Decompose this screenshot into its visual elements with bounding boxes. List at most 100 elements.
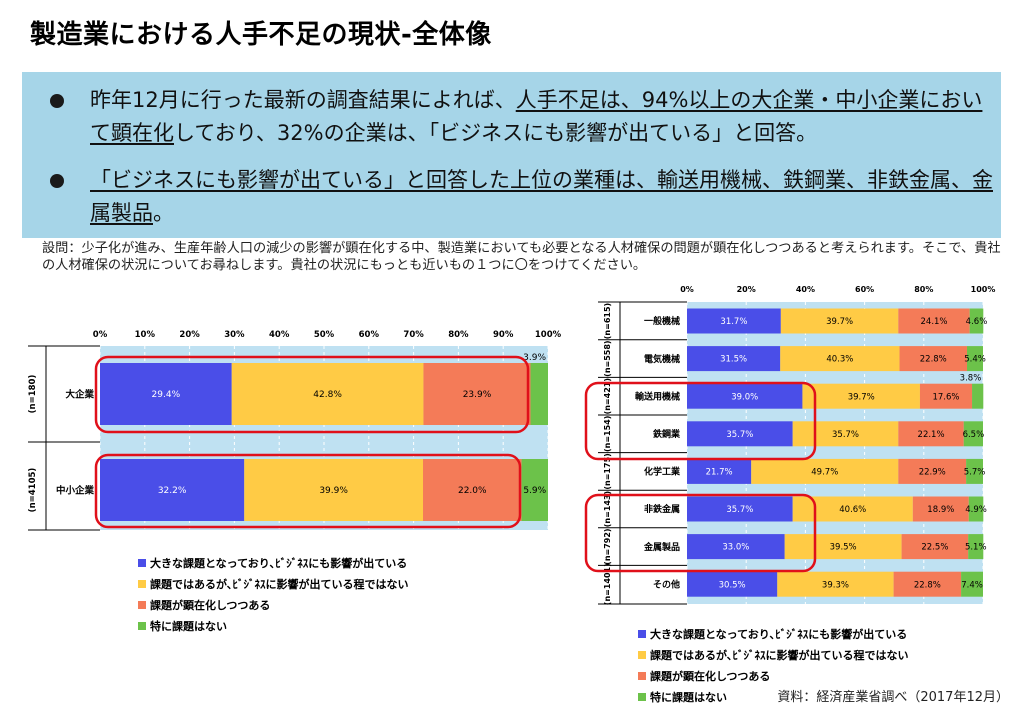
sample-size-label: (n=792) <box>603 528 612 564</box>
sample-size-label: (n=175) <box>603 453 612 489</box>
bar-segment <box>423 459 522 521</box>
x-tick-label: 20% <box>737 285 756 294</box>
data-label: 35.7% <box>832 430 859 440</box>
bar-segment <box>687 458 752 484</box>
data-label: 39.0% <box>731 392 758 402</box>
category-label: 金属製品 <box>643 541 680 553</box>
bar-segment <box>687 534 785 560</box>
bar-segment <box>521 459 548 521</box>
category-label: 一般機械 <box>644 315 680 327</box>
bullet-2-tail: 。 <box>153 201 174 225</box>
sample-size-label: (n=4105) <box>28 468 38 513</box>
data-label: 7.4% <box>961 580 983 590</box>
bar-segment <box>961 571 983 597</box>
category-label: 輸送用機械 <box>635 390 680 402</box>
data-label: 31.7% <box>720 317 747 327</box>
data-label: 49.7% <box>811 467 838 477</box>
legend-label: 特に課題はない <box>650 690 727 704</box>
highlight-box <box>584 493 817 573</box>
data-label: 42.8% <box>313 390 342 400</box>
data-label: 5.4% <box>964 355 986 365</box>
legend-swatch <box>638 672 646 680</box>
bar-segment <box>244 459 424 521</box>
legend-swatch <box>138 601 146 609</box>
legend-label: 課題が顕在化しつつある <box>150 598 270 612</box>
sample-size-label: (n=421) <box>603 378 612 414</box>
category-label: 非鉄金属 <box>644 503 680 515</box>
bar-segment <box>687 308 781 334</box>
data-label: 6.5% <box>963 430 985 440</box>
bar-segment <box>898 458 967 484</box>
bar-segment <box>899 346 968 372</box>
data-label: 22.1% <box>918 430 945 440</box>
bullet-icon <box>50 94 64 108</box>
highlight-box <box>584 381 817 461</box>
bar-segment <box>784 534 902 560</box>
x-tick-label: 60% <box>359 330 380 340</box>
data-label: 5.1% <box>965 543 987 553</box>
x-tick-label: 40% <box>269 330 290 340</box>
x-tick-label: 20% <box>179 330 200 340</box>
x-tick-label: 0% <box>680 285 694 294</box>
bullet-2-underlined: 「ビジネスにも影響が出ている」と回答した上位の業種は、輸送用機械、鉄鋼業、非鉄金… <box>90 168 993 225</box>
highlight-box <box>94 453 522 529</box>
sample-size-label: (n=154) <box>603 416 612 452</box>
data-label: 22.5% <box>921 543 948 553</box>
legend-label: 課題ではあるが､ﾋﾞｼﾞﾈｽに影響が出ている程ではない <box>650 648 909 662</box>
data-label: 4.9% <box>965 505 987 515</box>
x-tick-label: 80% <box>914 285 933 294</box>
sample-size-label: (n=180) <box>28 375 38 414</box>
bar-segment <box>687 421 793 447</box>
x-tick-label: 10% <box>135 330 156 340</box>
data-label: 39.9% <box>319 486 348 496</box>
bar-segment <box>777 571 894 597</box>
bar-segment <box>898 421 964 447</box>
bar-segment <box>780 346 900 372</box>
legend-swatch <box>638 693 646 701</box>
data-label: 22.9% <box>919 467 946 477</box>
summary-box: 昨年12月に行った最新の調査結果によれば、人手不足は、94%以上の大企業・中小企… <box>22 72 1001 238</box>
data-label: 40.3% <box>826 355 853 365</box>
category-label: 中小企業 <box>56 484 95 496</box>
legend-swatch <box>638 651 646 659</box>
sample-size-label: (n=1401) <box>603 563 612 605</box>
data-label: 5.7% <box>964 467 986 477</box>
bar-segment <box>802 383 920 409</box>
data-label: 31.5% <box>720 355 747 365</box>
bar-segment <box>751 458 899 484</box>
x-tick-label: 30% <box>224 330 245 340</box>
data-label: 22.0% <box>458 486 487 496</box>
bar-segment <box>893 571 962 597</box>
data-label: 39.3% <box>822 580 849 590</box>
highlight-box <box>94 355 530 434</box>
data-label: 29.4% <box>152 390 181 400</box>
bar-segment <box>792 421 899 447</box>
x-tick-label: 60% <box>855 285 874 294</box>
bar-segment <box>966 458 983 484</box>
category-label: 大企業 <box>65 388 94 400</box>
data-label: 35.7% <box>726 505 753 515</box>
bar-segment <box>687 346 781 372</box>
sample-size-label: (n=143) <box>603 491 612 527</box>
data-label: 17.6% <box>932 392 959 402</box>
bar-segment <box>423 363 531 425</box>
bar-segment <box>901 534 969 560</box>
bar-segment <box>912 496 969 522</box>
bullet-icon <box>50 174 64 188</box>
x-tick-label: 0% <box>93 330 108 340</box>
bullet-1-tail: しており、32%の企業は、「ビジネスにも影響が出ている」と回答。 <box>174 121 818 145</box>
x-tick-label: 80% <box>448 330 469 340</box>
bar-segment <box>687 383 803 409</box>
bullet-1-text: 昨年12月に行った最新の調査結果によれば、 <box>90 88 516 112</box>
legend-label: 大きな課題となっており､ﾋﾞｼﾞﾈｽにも影響が出ている <box>150 556 407 570</box>
data-label: 39.7% <box>848 392 875 402</box>
x-tick-label: 50% <box>314 330 335 340</box>
category-label: 鉄鋼業 <box>653 428 681 440</box>
bar-segment <box>780 308 899 334</box>
legend-swatch <box>138 559 146 567</box>
bar-segment <box>100 363 232 425</box>
bar-segment <box>231 363 424 425</box>
bar-segment <box>968 496 984 522</box>
x-tick-label: 100% <box>971 285 996 294</box>
